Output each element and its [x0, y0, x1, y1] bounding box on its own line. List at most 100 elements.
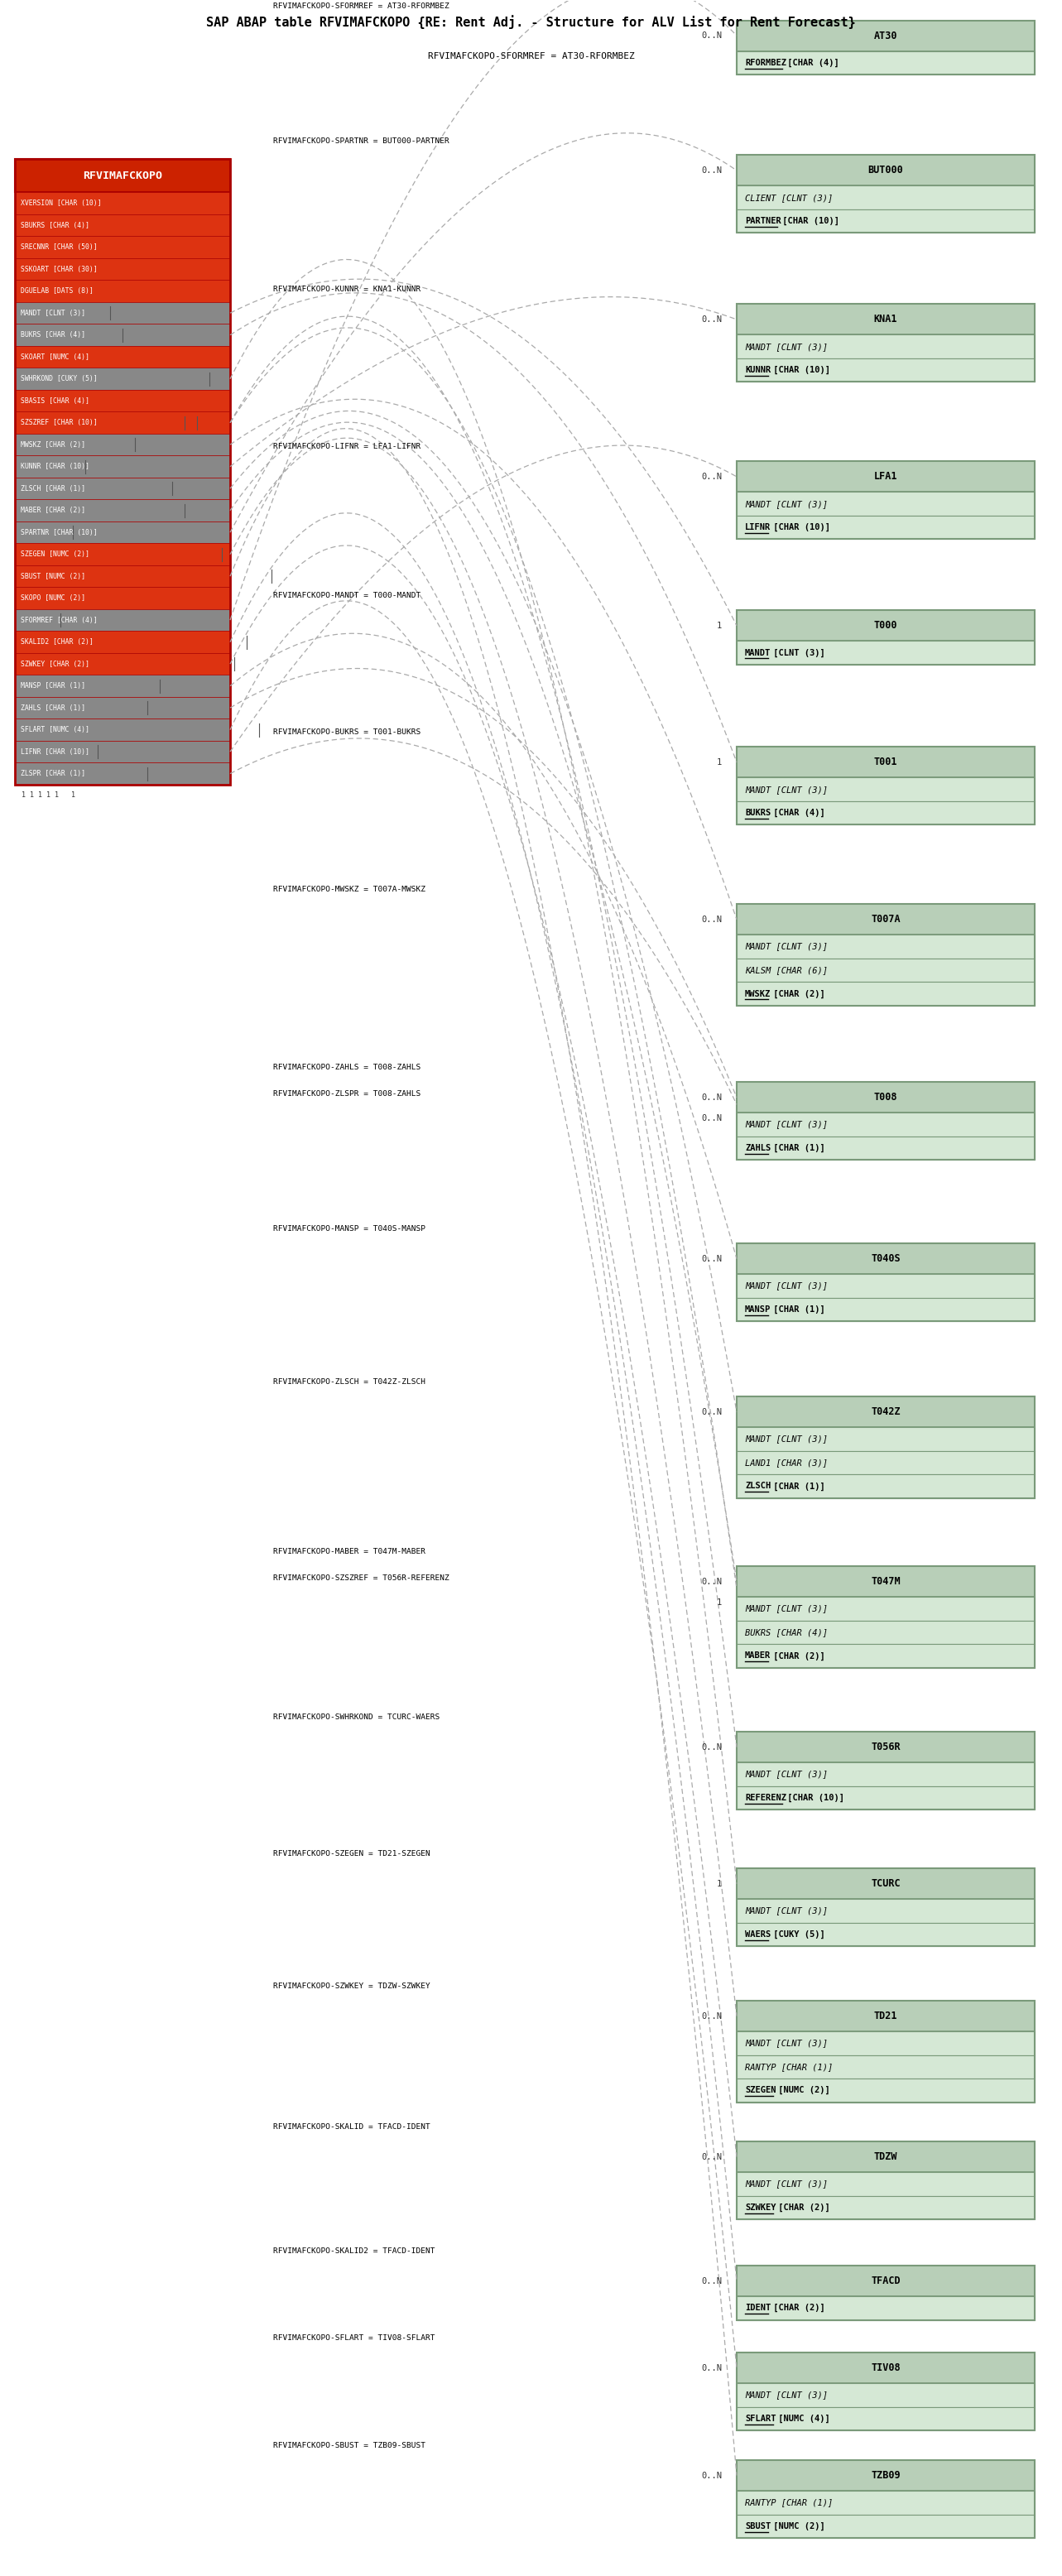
- Text: SFLART: SFLART: [744, 2414, 776, 2421]
- Bar: [737, 461, 1034, 492]
- Text: SZWKEY [CHAR (2)]: SZWKEY [CHAR (2)]: [20, 659, 89, 667]
- Bar: [737, 641, 1034, 665]
- Bar: [737, 1082, 1034, 1159]
- Text: RFVIMAFCKOPO-MWSKZ = T007A-MWSKZ: RFVIMAFCKOPO-MWSKZ = T007A-MWSKZ: [273, 886, 426, 894]
- Bar: [737, 2267, 1034, 2321]
- Text: TFACD: TFACD: [871, 2275, 901, 2287]
- Bar: [737, 52, 1034, 75]
- Bar: [737, 461, 1034, 538]
- Text: [CHAR (1)]: [CHAR (1)]: [768, 1306, 825, 1314]
- Text: SKALID2 [CHAR (2)]: SKALID2 [CHAR (2)]: [20, 639, 93, 647]
- Text: RFVIMAFCKOPO-LIFNR = LFA1-LIFNR: RFVIMAFCKOPO-LIFNR = LFA1-LIFNR: [273, 443, 421, 451]
- Bar: [737, 1731, 1034, 1762]
- Text: [CHAR (2)]: [CHAR (2)]: [773, 2202, 829, 2213]
- Text: TZB09: TZB09: [871, 2470, 901, 2481]
- Bar: [15, 412, 230, 433]
- Bar: [737, 1082, 1034, 1113]
- Text: SSKOART [CHAR (30)]: SSKOART [CHAR (30)]: [20, 265, 98, 273]
- Bar: [737, 185, 1034, 209]
- Text: 1 1 1 1 1   1: 1 1 1 1 1 1: [21, 791, 75, 799]
- Bar: [737, 1620, 1034, 1643]
- Text: [CHAR (10)]: [CHAR (10)]: [768, 366, 830, 374]
- Bar: [737, 2032, 1034, 2056]
- Text: RFVIMAFCKOPO-SFORMREF = AT30-RFORMBEZ: RFVIMAFCKOPO-SFORMREF = AT30-RFORMBEZ: [428, 52, 634, 59]
- Text: 0..N: 0..N: [701, 914, 722, 925]
- Bar: [737, 981, 1034, 1005]
- Bar: [737, 1396, 1034, 1427]
- Bar: [737, 155, 1034, 185]
- Bar: [737, 358, 1034, 381]
- Text: T056R: T056R: [871, 1741, 901, 1752]
- Bar: [737, 21, 1034, 75]
- Bar: [737, 304, 1034, 381]
- Bar: [15, 544, 230, 564]
- Bar: [737, 2352, 1034, 2429]
- Text: RFVIMAFCKOPO-MANSP = T040S-MANSP: RFVIMAFCKOPO-MANSP = T040S-MANSP: [273, 1226, 426, 1234]
- Bar: [15, 520, 230, 544]
- Text: AT30: AT30: [874, 31, 897, 41]
- Bar: [15, 281, 230, 301]
- Text: MANSP: MANSP: [744, 1306, 771, 1314]
- Text: 0..N: 0..N: [701, 1255, 722, 1262]
- Bar: [15, 214, 230, 237]
- Text: RFVIMAFCKOPO-SZEGEN = TD21-SZEGEN: RFVIMAFCKOPO-SZEGEN = TD21-SZEGEN: [273, 1850, 430, 1857]
- Text: RFVIMAFCKOPO-MABER = T047M-MABER: RFVIMAFCKOPO-MABER = T047M-MABER: [273, 1548, 426, 1556]
- Bar: [737, 1136, 1034, 1159]
- Text: [NUMC (2)]: [NUMC (2)]: [768, 2522, 825, 2530]
- Text: KUNNR [CHAR (10)]: KUNNR [CHAR (10)]: [20, 464, 89, 471]
- Text: REFERENZ: REFERENZ: [744, 1793, 786, 1803]
- Bar: [737, 1450, 1034, 1473]
- Text: PARTNER: PARTNER: [744, 216, 782, 224]
- Text: MWSKZ: MWSKZ: [744, 989, 771, 997]
- Text: MANDT [CLNT (3)]: MANDT [CLNT (3)]: [744, 2179, 827, 2187]
- Text: SZEGEN [NUMC (2)]: SZEGEN [NUMC (2)]: [20, 551, 89, 559]
- Text: SBUKRS [CHAR (4)]: SBUKRS [CHAR (4)]: [20, 222, 89, 229]
- Bar: [737, 304, 1034, 335]
- Text: [CUKY (5)]: [CUKY (5)]: [768, 1929, 825, 1940]
- Bar: [737, 1427, 1034, 1450]
- Text: SWHRKOND [CUKY (5)]: SWHRKOND [CUKY (5)]: [20, 376, 98, 384]
- Bar: [15, 258, 230, 281]
- Bar: [737, 1762, 1034, 1785]
- Text: MANDT [CLNT (3)]: MANDT [CLNT (3)]: [744, 1435, 827, 1443]
- Text: 0..N: 0..N: [701, 2470, 722, 2481]
- Text: WAERS: WAERS: [744, 1929, 771, 1940]
- Text: SZSZREF [CHAR (10)]: SZSZREF [CHAR (10)]: [20, 420, 98, 428]
- Bar: [737, 935, 1034, 958]
- Text: MANDT [CLNT (3)]: MANDT [CLNT (3)]: [744, 2391, 827, 2398]
- Bar: [737, 1868, 1034, 1947]
- Text: [NUMC (4)]: [NUMC (4)]: [773, 2414, 829, 2424]
- Text: RFVIMAFCKOPO-SZSZREF = T056R-REFERENZ: RFVIMAFCKOPO-SZSZREF = T056R-REFERENZ: [273, 1574, 449, 1582]
- Text: 0..N: 0..N: [701, 1744, 722, 1752]
- Bar: [737, 1244, 1034, 1275]
- Bar: [737, 515, 1034, 538]
- Text: MANDT [CLNT (3)]: MANDT [CLNT (3)]: [744, 943, 827, 951]
- Text: RFVIMAFCKOPO-MANDT = T000-MANDT: RFVIMAFCKOPO-MANDT = T000-MANDT: [273, 592, 421, 600]
- Text: ZLSCH [CHAR (1)]: ZLSCH [CHAR (1)]: [20, 484, 85, 492]
- Text: T008: T008: [874, 1092, 897, 1103]
- Bar: [15, 762, 230, 786]
- Text: KALSM [CHAR (6)]: KALSM [CHAR (6)]: [744, 966, 827, 974]
- Bar: [737, 1396, 1034, 1499]
- Bar: [737, 1275, 1034, 1298]
- Text: 0..N: 0..N: [701, 1577, 722, 1587]
- Text: SKOART [NUMC (4)]: SKOART [NUMC (4)]: [20, 353, 89, 361]
- Text: 0..N: 0..N: [701, 167, 722, 175]
- Text: MANDT [CLNT (3)]: MANDT [CLNT (3)]: [744, 786, 827, 793]
- Text: [CLNT (3)]: [CLNT (3)]: [768, 649, 825, 657]
- Text: RFVIMAFCKOPO-SKALID = TFACD-IDENT: RFVIMAFCKOPO-SKALID = TFACD-IDENT: [273, 2123, 430, 2130]
- Bar: [737, 1922, 1034, 1947]
- Text: RFVIMAFCKOPO-SZWKEY = TDZW-SZWKEY: RFVIMAFCKOPO-SZWKEY = TDZW-SZWKEY: [273, 1984, 430, 1991]
- Text: MWSKZ [CHAR (2)]: MWSKZ [CHAR (2)]: [20, 440, 85, 448]
- Text: RFORMBEZ: RFORMBEZ: [744, 59, 786, 67]
- Text: T040S: T040S: [871, 1255, 901, 1265]
- Bar: [737, 2056, 1034, 2079]
- Text: RFVIMAFCKOPO-SWHRKOND = TCURC-WAERS: RFVIMAFCKOPO-SWHRKOND = TCURC-WAERS: [273, 1713, 440, 1721]
- Text: LAND1 [CHAR (3)]: LAND1 [CHAR (3)]: [744, 1458, 827, 1466]
- Bar: [737, 2406, 1034, 2429]
- Text: [CHAR (1)]: [CHAR (1)]: [768, 1144, 825, 1151]
- Text: SKOPO [NUMC (2)]: SKOPO [NUMC (2)]: [20, 595, 85, 603]
- Bar: [737, 1643, 1034, 1667]
- Text: MANDT [CLNT (3)]: MANDT [CLNT (3)]: [744, 1605, 827, 1613]
- Text: [NUMC (2)]: [NUMC (2)]: [773, 2087, 829, 2094]
